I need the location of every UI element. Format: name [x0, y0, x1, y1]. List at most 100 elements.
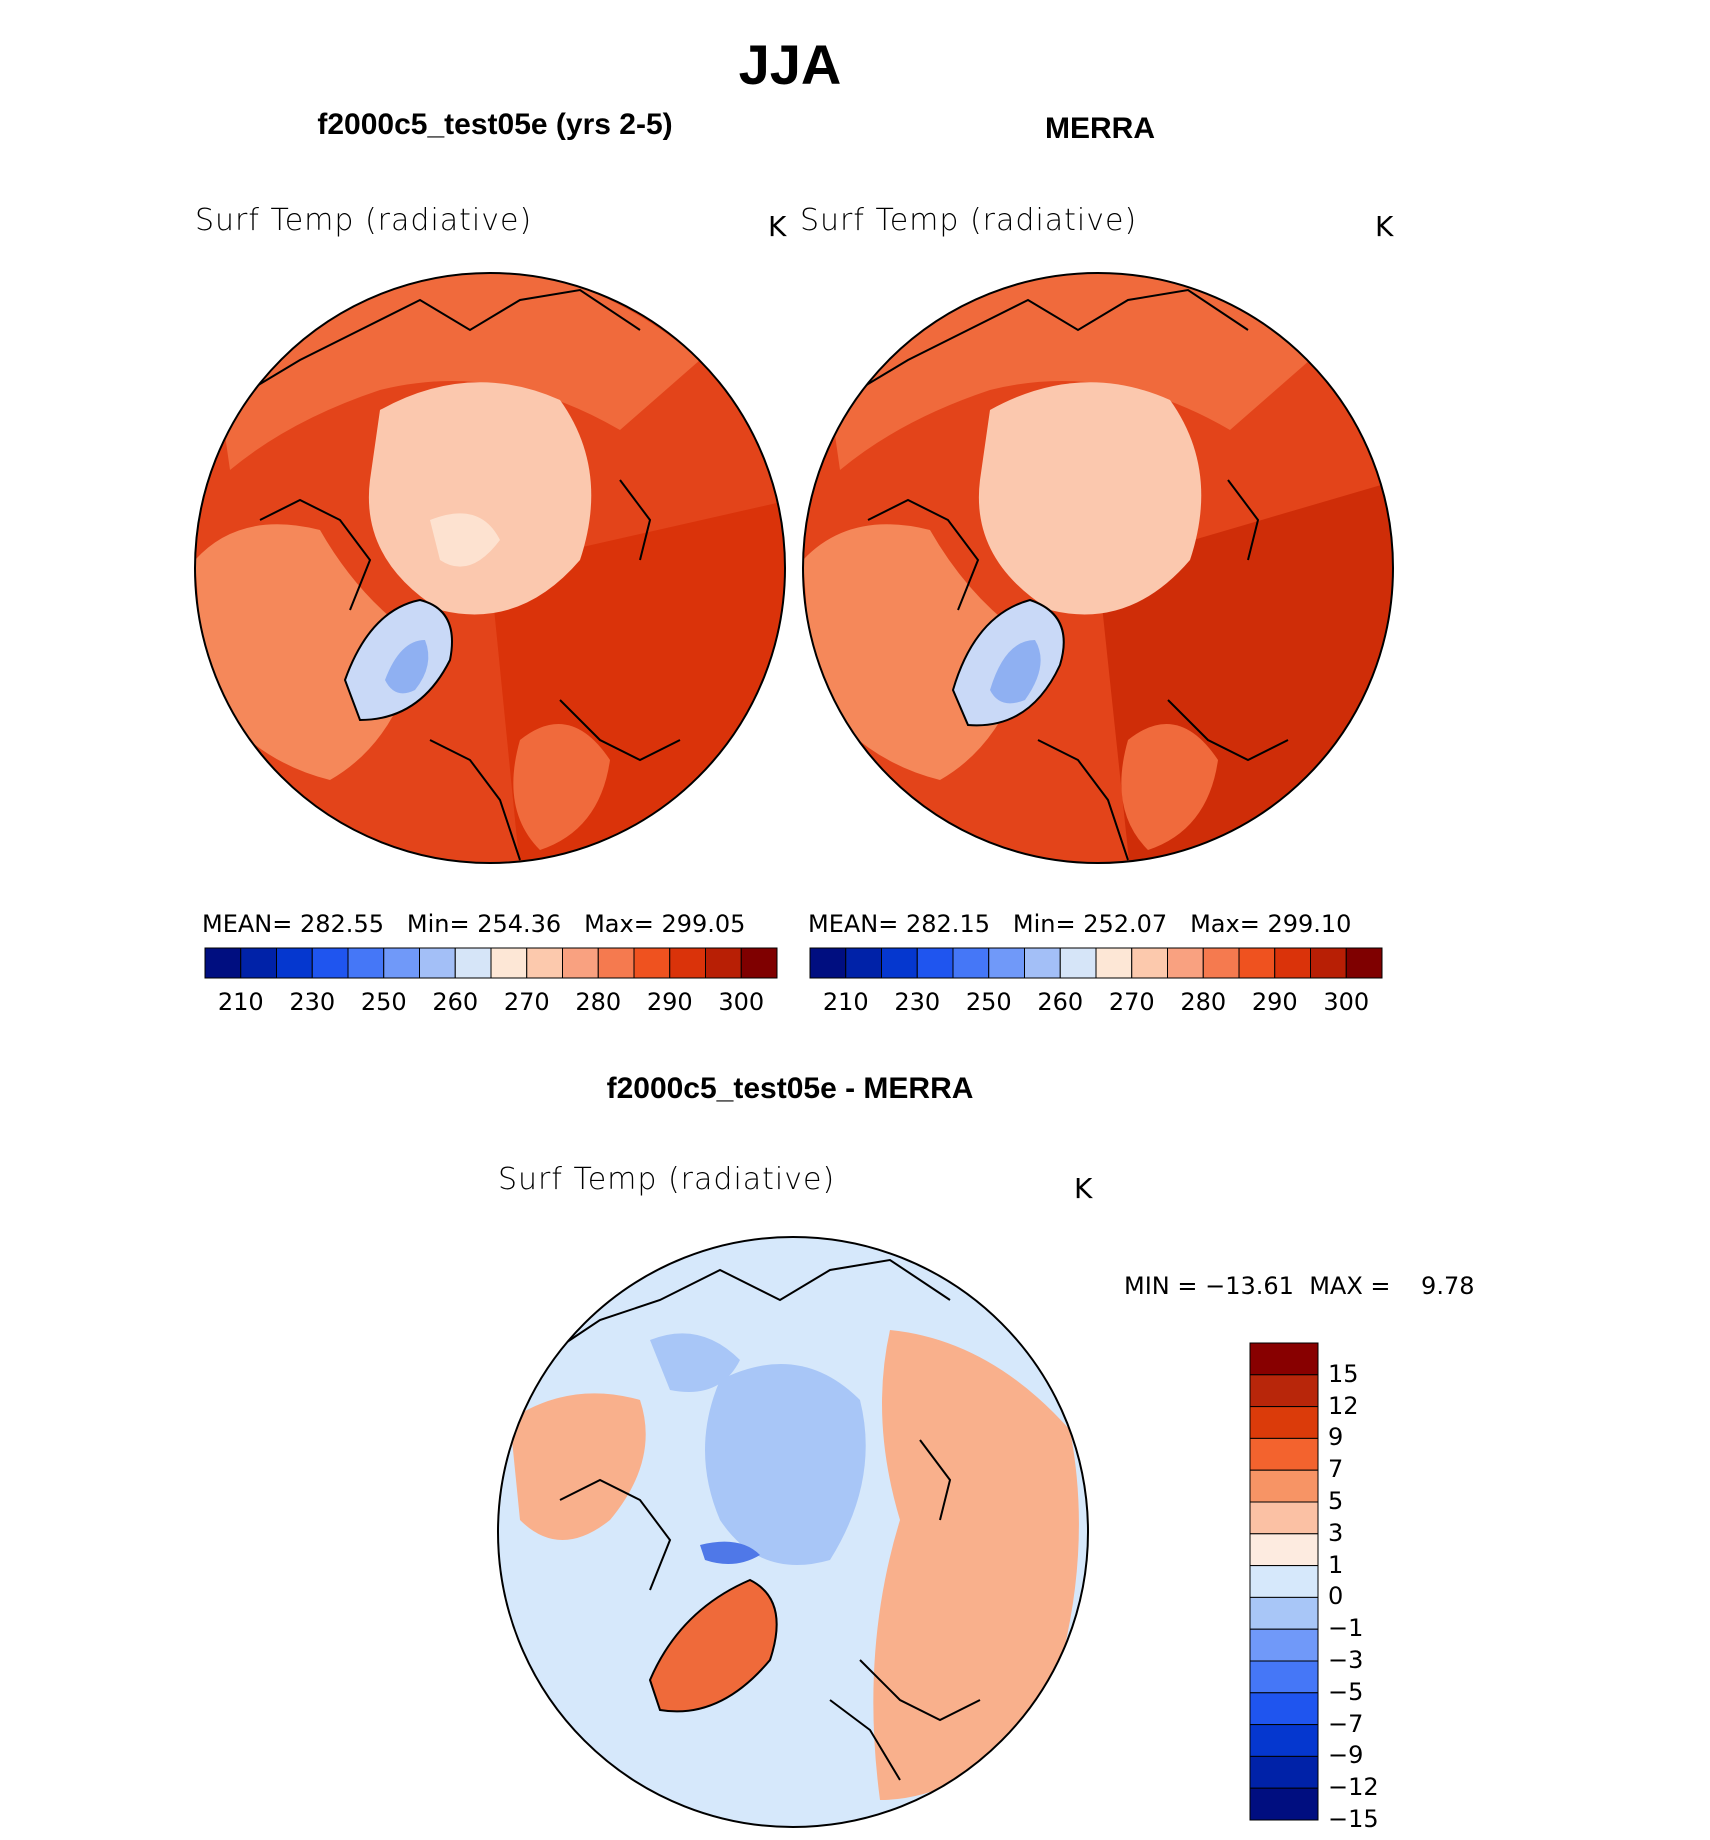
diff-colorbar-tick-label: 0: [1328, 1582, 1344, 1611]
diff-colorbar-swatch: [1249, 1374, 1319, 1408]
model-colorbar-swatch: [490, 947, 528, 979]
diff-colorbar-swatch: [1249, 1406, 1319, 1439]
obs-europe: [1121, 724, 1218, 850]
obs-max-value: 299.10: [1267, 910, 1352, 938]
model-colorbar-swatch: [419, 947, 456, 979]
model-colorbar-swatch: [705, 947, 742, 979]
obs-colorbar-tick-label: 260: [1037, 988, 1084, 1016]
model-colorbar-swatch: [562, 947, 599, 979]
diff-colorbar-swatch: [1249, 1787, 1319, 1821]
diff-colorbar-swatch: [1249, 1501, 1319, 1535]
diff-colorbar-tick-label: 12: [1328, 1391, 1359, 1420]
model-min-label: Min=: [406, 910, 470, 938]
model-mean-value: 282.55: [300, 910, 384, 938]
obs-land-band: [820, 273, 1310, 470]
diff-colorbar-tick-label: 7: [1328, 1455, 1344, 1484]
figure-title: JJA: [738, 33, 842, 96]
obs-colorbar-swatch: [1024, 947, 1061, 979]
obs-colorbar-tick-label: 270: [1108, 988, 1155, 1016]
model-panel-title: f2000c5_test05e (yrs 2-5): [317, 108, 673, 141]
model-colorbar-swatch: [383, 947, 420, 979]
diff-colorbar-tick-label: −7: [1328, 1709, 1364, 1738]
diff-colorbar-swatch: [1249, 1596, 1319, 1630]
diff-colorbar-swatch: [1249, 1565, 1319, 1598]
model-coastlines: [249, 288, 681, 861]
obs-polar-map: [803, 273, 1393, 863]
model-min-value: 254.36: [477, 910, 562, 938]
obs-coastlines: [857, 288, 1289, 861]
diff-colorbar-swatch: [1249, 1533, 1319, 1567]
model-greenland-core: [385, 640, 429, 694]
model-colorbar-tick-label: 290: [646, 988, 693, 1016]
diff-greenland-hot: [650, 1580, 777, 1712]
obs-colorbar-swatch: [1202, 947, 1240, 979]
diff-colorbar-tick-label: 3: [1328, 1518, 1344, 1547]
obs-panel-title: MERRA: [1045, 112, 1155, 145]
model-polar-map: [195, 273, 785, 863]
obs-max-label: Max=: [1190, 910, 1260, 938]
model-arctic-light: [430, 513, 500, 567]
model-colorbar-swatch: [204, 947, 242, 979]
obs-mean-value: 282.15: [906, 910, 990, 938]
model-colorbar-swatch: [526, 947, 563, 979]
model-colorbar: [204, 947, 778, 979]
diff-colorbar-tick-label: 5: [1328, 1487, 1344, 1515]
obs-colorbar-swatch: [1238, 947, 1276, 979]
obs-colorbar-tick-label: 280: [1180, 988, 1227, 1016]
model-colorbar-swatch: [276, 947, 313, 979]
diff-min-value: −13.61: [1205, 1272, 1294, 1300]
diff-colorbar-tick-label: −15: [1328, 1805, 1379, 1833]
diff-max-label: MAX =: [1309, 1272, 1391, 1300]
obs-colorbar-swatch: [1131, 947, 1168, 979]
diff-colorbar-swatch: [1249, 1437, 1319, 1471]
model-max-label: Max=: [584, 910, 654, 938]
diff-variable-label: Surf Temp (radiative): [498, 1162, 836, 1197]
diff-panel-title: f2000c5_test05e - MERRA: [606, 1072, 974, 1105]
obs-colorbar-tick-label: 250: [965, 988, 1012, 1016]
diff-colorbar-swatch: [1249, 1755, 1319, 1789]
diff-colorbar-tick-label: −12: [1328, 1773, 1379, 1802]
diff-units-label: K: [1074, 1172, 1093, 1205]
obs-colorbar-tick-label: 290: [1251, 988, 1298, 1016]
diff-colorbar-swatch: [1249, 1692, 1319, 1726]
obs-min-label: Min=: [1012, 910, 1076, 938]
model-colorbar-tick-label: 280: [575, 988, 622, 1016]
obs-colorbar-swatch: [916, 947, 954, 979]
diff-colorbar: [1249, 1342, 1319, 1821]
model-mean-label: MEAN=: [202, 910, 293, 938]
obs-colorbar-swatch: [1310, 947, 1347, 979]
obs-mean-label: MEAN=: [808, 910, 899, 938]
model-stats: MEAN= 282.55 Min= 254.36 Max= 299.05: [202, 910, 745, 938]
obs-colorbar-swatch: [845, 947, 882, 979]
model-colorbar-swatch: [597, 947, 635, 979]
obs-colorbar-tick-label: 230: [894, 988, 941, 1016]
obs-colorbar-swatch: [952, 947, 990, 979]
obs-greenland-core: [990, 640, 1041, 704]
model-map-border: [194, 272, 786, 864]
obs-colorbar-swatch: [1167, 947, 1204, 979]
obs-variable-label: Surf Temp (radiative): [800, 203, 1138, 238]
obs-colorbar-swatch: [1274, 947, 1311, 979]
diff-colorbar-swatch: [1249, 1660, 1319, 1694]
model-colorbar-swatch: [347, 947, 385, 979]
model-max-value: 299.05: [661, 910, 746, 938]
model-arctic-ocean: [368, 382, 592, 615]
diff-colorbar-swatch: [1249, 1724, 1319, 1757]
diff-colorbar-swatch: [1249, 1628, 1319, 1662]
diff-min-label: MIN =: [1124, 1272, 1198, 1300]
obs-colorbar-tick-label: 300: [1323, 988, 1370, 1016]
diff-max-value: 9.78: [1421, 1272, 1475, 1300]
model-colorbar-swatch: [311, 947, 349, 979]
obs-colorbar-tick-label: 210: [822, 988, 869, 1016]
diff-colorbar-tick-label: −9: [1328, 1741, 1364, 1770]
model-colorbar-swatch: [740, 947, 778, 979]
diff-siberia-cool: [650, 1333, 740, 1392]
model-colorbar-tick-label: 210: [217, 988, 264, 1016]
diff-colorbar-swatch: [1249, 1342, 1319, 1376]
model-colorbar-swatch: [240, 947, 277, 979]
model-units-label: K: [768, 210, 787, 243]
diff-colorbar-tick-label: −1: [1328, 1614, 1364, 1643]
diff-map-border: [497, 1236, 1089, 1828]
model-europe: [513, 724, 610, 850]
obs-units-label: K: [1375, 210, 1394, 243]
